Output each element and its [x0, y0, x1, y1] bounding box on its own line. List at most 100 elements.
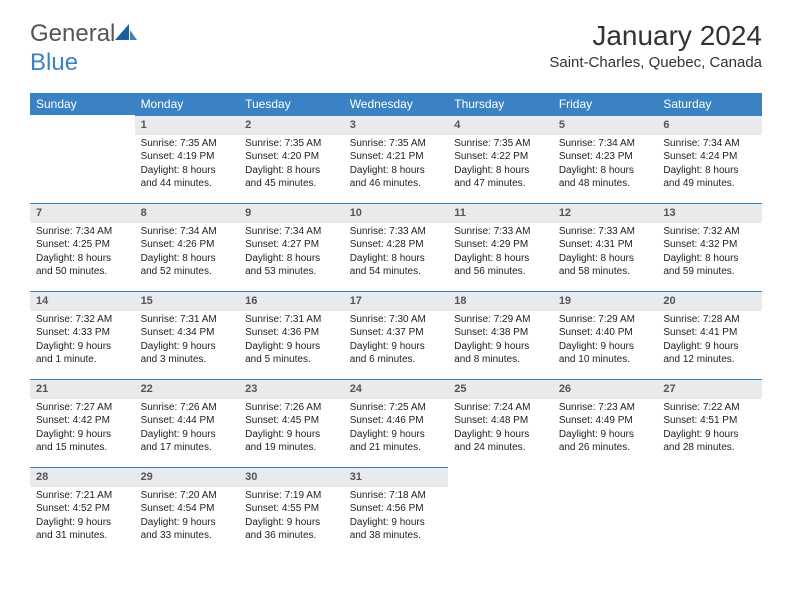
day-details: Sunrise: 7:29 AMSunset: 4:38 PMDaylight:… — [448, 311, 553, 371]
day-details: Sunrise: 7:34 AMSunset: 4:24 PMDaylight:… — [657, 135, 762, 195]
day-details: Sunrise: 7:32 AMSunset: 4:33 PMDaylight:… — [30, 311, 135, 371]
calendar-cell: 16Sunrise: 7:31 AMSunset: 4:36 PMDayligh… — [239, 291, 344, 379]
calendar-cell: 19Sunrise: 7:29 AMSunset: 4:40 PMDayligh… — [553, 291, 658, 379]
weekday-header: Monday — [135, 93, 240, 115]
month-title: January 2024 — [549, 20, 762, 52]
day-details: Sunrise: 7:34 AMSunset: 4:27 PMDaylight:… — [239, 223, 344, 283]
calendar-cell: 3Sunrise: 7:35 AMSunset: 4:21 PMDaylight… — [344, 115, 449, 203]
day-details: Sunrise: 7:28 AMSunset: 4:41 PMDaylight:… — [657, 311, 762, 371]
day-number: 30 — [239, 467, 344, 487]
calendar-cell: 18Sunrise: 7:29 AMSunset: 4:38 PMDayligh… — [448, 291, 553, 379]
day-number: 1 — [135, 115, 240, 135]
day-details: Sunrise: 7:23 AMSunset: 4:49 PMDaylight:… — [553, 399, 658, 459]
weekday-header: Sunday — [30, 93, 135, 115]
day-details: Sunrise: 7:35 AMSunset: 4:21 PMDaylight:… — [344, 135, 449, 195]
day-number: 27 — [657, 379, 762, 399]
calendar-cell: 10Sunrise: 7:33 AMSunset: 4:28 PMDayligh… — [344, 203, 449, 291]
weekday-header: Wednesday — [344, 93, 449, 115]
day-details: Sunrise: 7:24 AMSunset: 4:48 PMDaylight:… — [448, 399, 553, 459]
calendar-cell: 30Sunrise: 7:19 AMSunset: 4:55 PMDayligh… — [239, 467, 344, 555]
day-details: Sunrise: 7:33 AMSunset: 4:29 PMDaylight:… — [448, 223, 553, 283]
weekday-header: Saturday — [657, 93, 762, 115]
calendar-cell: 13Sunrise: 7:32 AMSunset: 4:32 PMDayligh… — [657, 203, 762, 291]
calendar-cell: 11Sunrise: 7:33 AMSunset: 4:29 PMDayligh… — [448, 203, 553, 291]
day-details: Sunrise: 7:31 AMSunset: 4:34 PMDaylight:… — [135, 311, 240, 371]
calendar-table: SundayMondayTuesdayWednesdayThursdayFrid… — [30, 93, 762, 555]
day-number: 17 — [344, 291, 449, 311]
day-number: 24 — [344, 379, 449, 399]
calendar-cell: 21Sunrise: 7:27 AMSunset: 4:42 PMDayligh… — [30, 379, 135, 467]
day-number: 9 — [239, 203, 344, 223]
day-number: 22 — [135, 379, 240, 399]
calendar-cell: 8Sunrise: 7:34 AMSunset: 4:26 PMDaylight… — [135, 203, 240, 291]
day-details: Sunrise: 7:31 AMSunset: 4:36 PMDaylight:… — [239, 311, 344, 371]
day-details: Sunrise: 7:34 AMSunset: 4:23 PMDaylight:… — [553, 135, 658, 195]
calendar-row: 14Sunrise: 7:32 AMSunset: 4:33 PMDayligh… — [30, 291, 762, 379]
day-details: Sunrise: 7:20 AMSunset: 4:54 PMDaylight:… — [135, 487, 240, 547]
weekday-header: Thursday — [448, 93, 553, 115]
logo-part2: Blue — [30, 49, 78, 76]
day-number: 4 — [448, 115, 553, 135]
day-details: Sunrise: 7:33 AMSunset: 4:28 PMDaylight:… — [344, 223, 449, 283]
day-details: Sunrise: 7:18 AMSunset: 4:56 PMDaylight:… — [344, 487, 449, 547]
day-details: Sunrise: 7:21 AMSunset: 4:52 PMDaylight:… — [30, 487, 135, 547]
day-number: 18 — [448, 291, 553, 311]
calendar-cell — [448, 467, 553, 555]
calendar-cell: 15Sunrise: 7:31 AMSunset: 4:34 PMDayligh… — [135, 291, 240, 379]
calendar-cell — [553, 467, 658, 555]
day-details: Sunrise: 7:34 AMSunset: 4:25 PMDaylight:… — [30, 223, 135, 283]
day-number: 26 — [553, 379, 658, 399]
calendar-row: 28Sunrise: 7:21 AMSunset: 4:52 PMDayligh… — [30, 467, 762, 555]
day-details: Sunrise: 7:30 AMSunset: 4:37 PMDaylight:… — [344, 311, 449, 371]
day-number: 3 — [344, 115, 449, 135]
title-block: January 2024 Saint-Charles, Quebec, Cana… — [549, 20, 762, 71]
calendar-cell: 26Sunrise: 7:23 AMSunset: 4:49 PMDayligh… — [553, 379, 658, 467]
day-number: 6 — [657, 115, 762, 135]
logo: GeneralBlue — [30, 20, 137, 77]
day-details: Sunrise: 7:32 AMSunset: 4:32 PMDaylight:… — [657, 223, 762, 283]
day-details: Sunrise: 7:26 AMSunset: 4:45 PMDaylight:… — [239, 399, 344, 459]
calendar-row: 7Sunrise: 7:34 AMSunset: 4:25 PMDaylight… — [30, 203, 762, 291]
calendar-cell: 17Sunrise: 7:30 AMSunset: 4:37 PMDayligh… — [344, 291, 449, 379]
day-number: 15 — [135, 291, 240, 311]
weekday-header: Tuesday — [239, 93, 344, 115]
calendar-cell: 2Sunrise: 7:35 AMSunset: 4:20 PMDaylight… — [239, 115, 344, 203]
calendar-cell — [657, 467, 762, 555]
day-details: Sunrise: 7:25 AMSunset: 4:46 PMDaylight:… — [344, 399, 449, 459]
day-number: 2 — [239, 115, 344, 135]
calendar-head: SundayMondayTuesdayWednesdayThursdayFrid… — [30, 93, 762, 115]
weekday-row: SundayMondayTuesdayWednesdayThursdayFrid… — [30, 93, 762, 115]
day-number: 23 — [239, 379, 344, 399]
day-number: 5 — [553, 115, 658, 135]
calendar-cell: 24Sunrise: 7:25 AMSunset: 4:46 PMDayligh… — [344, 379, 449, 467]
day-number: 8 — [135, 203, 240, 223]
day-details: Sunrise: 7:19 AMSunset: 4:55 PMDaylight:… — [239, 487, 344, 547]
day-number: 21 — [30, 379, 135, 399]
weekday-header: Friday — [553, 93, 658, 115]
calendar-row: 1Sunrise: 7:35 AMSunset: 4:19 PMDaylight… — [30, 115, 762, 203]
calendar-cell: 28Sunrise: 7:21 AMSunset: 4:52 PMDayligh… — [30, 467, 135, 555]
calendar-cell: 5Sunrise: 7:34 AMSunset: 4:23 PMDaylight… — [553, 115, 658, 203]
day-number: 29 — [135, 467, 240, 487]
day-details: Sunrise: 7:35 AMSunset: 4:19 PMDaylight:… — [135, 135, 240, 195]
logo-part1: General — [30, 20, 115, 47]
day-number: 31 — [344, 467, 449, 487]
day-number: 25 — [448, 379, 553, 399]
day-details: Sunrise: 7:26 AMSunset: 4:44 PMDaylight:… — [135, 399, 240, 459]
day-number: 12 — [553, 203, 658, 223]
day-details: Sunrise: 7:22 AMSunset: 4:51 PMDaylight:… — [657, 399, 762, 459]
calendar-cell: 7Sunrise: 7:34 AMSunset: 4:25 PMDaylight… — [30, 203, 135, 291]
calendar-cell: 6Sunrise: 7:34 AMSunset: 4:24 PMDaylight… — [657, 115, 762, 203]
day-number: 11 — [448, 203, 553, 223]
header: GeneralBlue January 2024 Saint-Charles, … — [0, 0, 792, 85]
calendar-cell: 12Sunrise: 7:33 AMSunset: 4:31 PMDayligh… — [553, 203, 658, 291]
calendar-cell: 4Sunrise: 7:35 AMSunset: 4:22 PMDaylight… — [448, 115, 553, 203]
calendar-cell: 22Sunrise: 7:26 AMSunset: 4:44 PMDayligh… — [135, 379, 240, 467]
calendar-cell: 20Sunrise: 7:28 AMSunset: 4:41 PMDayligh… — [657, 291, 762, 379]
calendar-cell: 29Sunrise: 7:20 AMSunset: 4:54 PMDayligh… — [135, 467, 240, 555]
calendar-cell: 1Sunrise: 7:35 AMSunset: 4:19 PMDaylight… — [135, 115, 240, 203]
day-details: Sunrise: 7:35 AMSunset: 4:22 PMDaylight:… — [448, 135, 553, 195]
day-number: 28 — [30, 467, 135, 487]
day-number: 13 — [657, 203, 762, 223]
logo-sail-icon — [115, 21, 137, 49]
